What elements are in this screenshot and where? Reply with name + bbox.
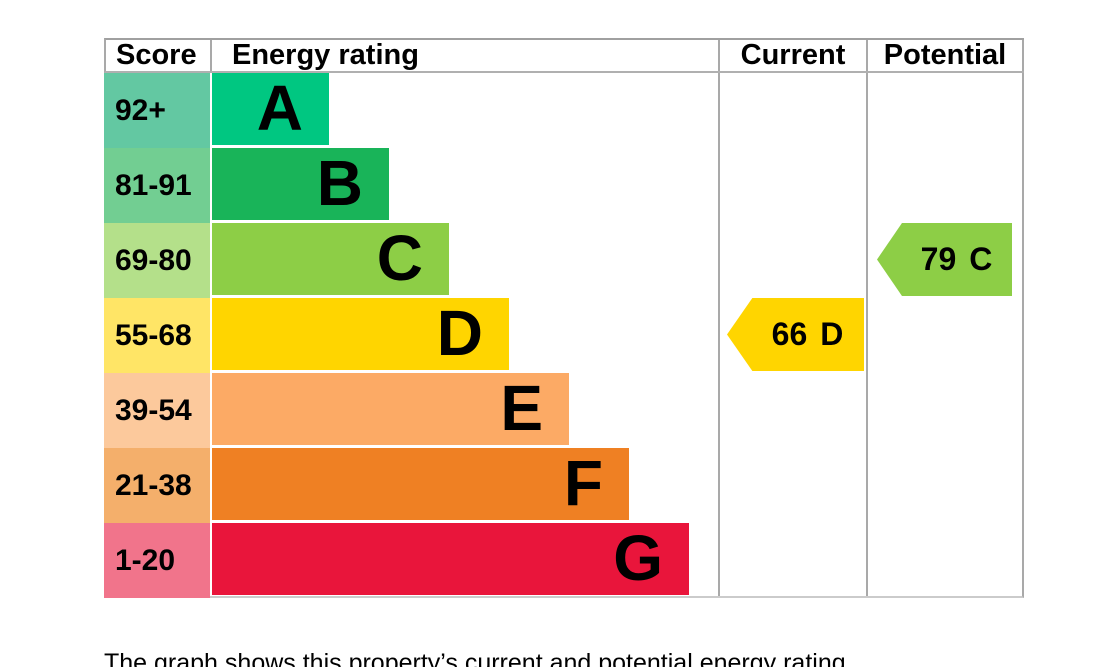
band-g-score-range: 1-20 (104, 523, 210, 598)
band-c-bar: C (212, 223, 449, 295)
band-g-bar: G (212, 523, 689, 595)
potential-rating-value: 79 (920, 241, 957, 277)
band-f-letter: F (563, 447, 603, 519)
band-e-score-range: 39-54 (104, 373, 210, 448)
header-score: Score (106, 40, 212, 71)
potential-rating-band: C (969, 241, 993, 277)
band-c-letter: C (376, 222, 423, 294)
band-d-letter: D (436, 297, 483, 369)
current-rating-band: D (820, 316, 844, 352)
band-b-bar: B (212, 148, 389, 220)
band-b-score-range: 81-91 (104, 148, 210, 223)
potential-rating-arrow: 79 C (877, 223, 1012, 296)
band-row-e: 39-54 E (104, 373, 1022, 448)
epc-rating-chart: Score Energy rating Current Potential 92… (104, 38, 1024, 598)
band-b-letter: B (316, 147, 363, 219)
band-a-score-range: 92+ (104, 73, 210, 148)
band-row-a: 92+ A (104, 73, 1022, 148)
band-e-bar: E (212, 373, 569, 445)
band-d-bar: D (212, 298, 509, 370)
band-row-g: 1-20 G (104, 523, 1022, 598)
column-divider-potential (866, 73, 868, 596)
band-e-letter: E (500, 372, 543, 444)
band-a-bar: A (212, 73, 329, 145)
band-c-score-range: 69-80 (104, 223, 210, 298)
column-divider-current (718, 73, 720, 596)
header-potential: Potential (868, 40, 1024, 71)
band-g-letter: G (613, 522, 663, 594)
band-row-c: 69-80 C (104, 223, 1022, 298)
header-energy-rating: Energy rating (212, 40, 720, 71)
chart-caption: The graph shows this property’s current … (104, 649, 853, 667)
band-row-b: 81-91 B (104, 148, 1022, 223)
band-f-score-range: 21-38 (104, 448, 210, 523)
band-f-bar: F (212, 448, 629, 520)
current-rating-value: 66 (771, 316, 808, 352)
band-a-letter: A (256, 72, 303, 144)
band-row-f: 21-38 F (104, 448, 1022, 523)
band-d-score-range: 55-68 (104, 298, 210, 373)
chart-header-row: Score Energy rating Current Potential (104, 38, 1024, 73)
header-current: Current (720, 40, 868, 71)
chart-body: 92+ A 81-91 B 69-80 C 55-68 D 39-54 E 21… (104, 73, 1024, 598)
band-row-d: 55-68 D (104, 298, 1022, 373)
current-rating-arrow: 66 D (727, 298, 864, 371)
